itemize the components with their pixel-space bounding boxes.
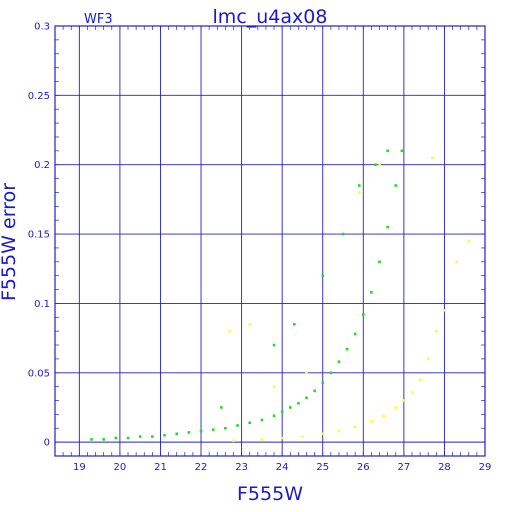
series-0-point [220, 406, 223, 409]
series-0-point [138, 435, 142, 438]
series-0-point [199, 429, 203, 433]
series-1-point [353, 425, 357, 429]
y-axis-label: F555W error [0, 183, 20, 301]
series-0-point [163, 433, 166, 437]
x-tick-label: 19 [73, 462, 86, 473]
x-tick-label: 23 [235, 462, 248, 473]
series-0-point [102, 438, 105, 441]
series-0-point [293, 322, 296, 326]
series-0-point [341, 232, 345, 236]
series-1-point [467, 239, 471, 243]
series-1-point [305, 371, 308, 375]
series-0-point [211, 428, 215, 431]
x-tick-label: 21 [154, 462, 167, 473]
series-1-point [430, 156, 434, 160]
series-1-point [455, 260, 458, 264]
y-tick-label: 0 [44, 438, 50, 449]
series-0-point [374, 163, 377, 167]
series-1-point [370, 420, 373, 423]
series-0-point [248, 421, 252, 425]
series-0-point [305, 396, 308, 400]
series-0-point [321, 274, 325, 277]
series-1-point [394, 406, 398, 409]
series-0-point [362, 313, 365, 316]
series-1-point [418, 378, 422, 382]
x-tick-label: 20 [114, 462, 127, 473]
data-points [90, 149, 471, 443]
series-1-point [357, 191, 361, 194]
y-tick-label: 0.05 [28, 368, 50, 379]
series-0-point [329, 371, 333, 375]
series-0-point [280, 410, 284, 413]
series-0-point [386, 225, 389, 229]
series-1-point [382, 414, 385, 418]
chart-subtitle: WF3 [84, 12, 113, 27]
series-0-point [378, 260, 381, 264]
series-0-point [272, 343, 276, 347]
y-tick-label: 0.2 [34, 160, 50, 171]
x-tick-label: 28 [438, 462, 451, 473]
series-0-point [175, 432, 178, 436]
series-0-point [224, 426, 227, 430]
y-tick-label: 0.3 [34, 22, 50, 33]
x-tick-labels: 19 20 21 22 23 24 25 26 27 28 29 [73, 462, 491, 473]
series-1-point [378, 163, 381, 167]
series-1-point [337, 429, 341, 433]
series-1-point [301, 435, 304, 438]
x-tick-label: 25 [316, 462, 329, 473]
x-tick-label: 27 [398, 462, 411, 473]
series-0-point [288, 406, 292, 409]
series-0-point [151, 435, 154, 438]
x-axis-label: F555W [237, 483, 303, 505]
series-0-point [400, 149, 404, 153]
y-tick-label: 0.1 [34, 299, 50, 310]
series-0-point [337, 360, 341, 363]
y-tick-label: 0.25 [28, 91, 50, 102]
series-0-point [353, 332, 357, 336]
series-1-point [228, 329, 231, 333]
series-1-point [232, 439, 235, 443]
series-1-point [248, 322, 252, 326]
series-0-point [272, 414, 276, 418]
series-0-point [187, 431, 191, 434]
grid-lines [55, 25, 486, 456]
series-0-point [236, 424, 239, 427]
x-tick-label: 24 [276, 462, 289, 473]
series-0-point [386, 149, 389, 153]
series-1-point [435, 329, 438, 333]
series-1-point [280, 436, 284, 440]
axis-ticks [54, 25, 486, 456]
series-0-point [345, 347, 349, 351]
series-0-point [357, 184, 361, 187]
series-0-point [126, 436, 130, 440]
x-tick-label: 26 [357, 462, 370, 473]
series-0-point [370, 291, 373, 294]
series-1-point [443, 309, 446, 312]
series-1-point [426, 357, 430, 361]
x-tick-label: 29 [479, 462, 492, 473]
series-1-point [402, 399, 406, 402]
chart-title: lmc_u4ax08 [213, 6, 328, 28]
series-1-point [272, 385, 276, 388]
x-tick-label: 22 [195, 462, 208, 473]
series-0-point [90, 438, 93, 441]
y-tick-label: 0.15 [28, 230, 50, 241]
series-0-point [394, 184, 398, 187]
series-1-point [410, 390, 414, 394]
y-tick-labels: 0 0.05 0.1 0.15 0.2 0.25 0.3 [28, 22, 50, 449]
series-1-point [260, 438, 264, 441]
series-0-point [260, 418, 264, 422]
series-0-point [321, 381, 325, 384]
series-0-point [313, 389, 316, 393]
series-0-point [297, 401, 300, 405]
series-1-point [321, 432, 325, 436]
series-0-point [114, 436, 118, 440]
